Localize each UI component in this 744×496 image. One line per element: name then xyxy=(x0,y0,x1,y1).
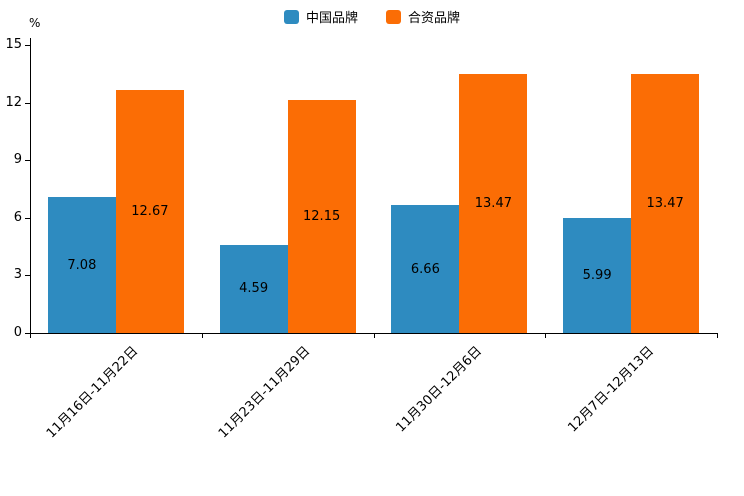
bar-合资品牌: 13.47 xyxy=(631,74,700,333)
legend-label: 合资品牌 xyxy=(408,11,461,26)
bar-value-label: 4.59 xyxy=(239,281,269,297)
bar-value-label: 5.99 xyxy=(582,267,612,283)
y-axis-line xyxy=(30,38,31,334)
y-tick-label: 15 xyxy=(5,37,22,52)
bar-中国品牌: 6.66 xyxy=(391,205,460,333)
bar-value-label: 7.08 xyxy=(67,257,97,273)
x-tick-mark xyxy=(30,333,31,338)
y-tick-label: 3 xyxy=(13,267,22,283)
y-tick-label: 6 xyxy=(13,209,22,225)
x-tick-label: 11月23日-11月29日 xyxy=(215,343,314,442)
legend-swatch-icon xyxy=(283,9,299,24)
legend-item-1[interactable]: 中国品牌 xyxy=(283,7,358,26)
x-tick-mark xyxy=(717,333,718,338)
y-tick-mark xyxy=(25,160,30,162)
y-tick-label: 12 xyxy=(5,94,22,110)
bar-中国品牌: 5.99 xyxy=(563,217,632,333)
y-tick-mark xyxy=(25,333,30,334)
bar-value-label: 12.67 xyxy=(131,203,169,219)
y-tick-mark xyxy=(25,102,30,104)
legend-item-2[interactable]: 合资品牌 xyxy=(386,7,460,26)
y-tick-mark xyxy=(25,217,30,219)
y-tick-mark xyxy=(25,45,30,46)
bar-合资品牌: 13.47 xyxy=(459,74,528,333)
x-tick-mark xyxy=(201,333,203,338)
bar-value-label: 13.47 xyxy=(646,196,684,212)
x-tick-mark xyxy=(373,333,375,338)
bar-合资品牌: 12.67 xyxy=(115,89,184,333)
legend-label: 中国品牌 xyxy=(305,11,358,26)
legend: 中国品牌 合资品牌 xyxy=(0,7,744,26)
bar-value-label: 12.15 xyxy=(303,208,341,224)
y-tick-mark xyxy=(25,275,30,277)
x-tick-mark xyxy=(545,333,547,338)
y-axis-unit-label: % xyxy=(29,16,41,30)
bar-value-label: 6.66 xyxy=(410,261,440,277)
bar-合资品牌: 12.15 xyxy=(287,99,356,333)
x-tick-label: 11月16日-11月22日 xyxy=(43,343,142,442)
bar-value-label: 13.47 xyxy=(474,196,512,212)
x-tick-label: 11月30日-12月6日 xyxy=(393,343,485,436)
x-tick-label: 12月7日-12月13日 xyxy=(564,343,657,436)
bar-中国品牌: 7.08 xyxy=(47,197,116,333)
bar-中国品牌: 4.59 xyxy=(219,244,288,333)
legend-swatch-icon xyxy=(386,9,401,24)
y-tick-label: 9 xyxy=(13,152,22,168)
y-tick-label: 0 xyxy=(13,325,22,340)
